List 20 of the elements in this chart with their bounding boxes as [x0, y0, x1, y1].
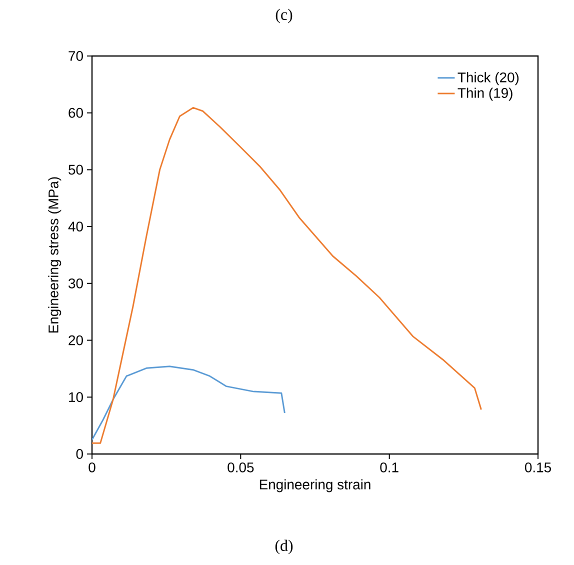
y-tick-label: 60 [68, 108, 83, 118]
x-tick-label: 0.15 [524, 462, 551, 472]
legend-label: Thin (19) [458, 88, 512, 101]
x-tick-label: 0.1 [380, 462, 398, 472]
y-tick-label: 10 [69, 392, 83, 402]
legend-label: Thick (20) [458, 72, 519, 86]
line-series [92, 366, 286, 441]
text: (d) [275, 540, 293, 554]
y-tick-label: 50 [68, 164, 83, 175]
y-tick-label: 70 [68, 51, 83, 61]
y-tick-label: 20 [68, 335, 83, 346]
x-tick-label: 0.05 [228, 462, 254, 472]
y-tick-label: 30 [68, 278, 83, 288]
chart-title: (c) [276, 8, 292, 24]
x-axis-title: Engineering strain [260, 479, 370, 492]
line-series [92, 106, 482, 444]
y-tick-label: 0 [76, 449, 83, 459]
y-axis-title: Engineering stress (MPa) [48, 177, 62, 333]
x-tick-label: 0 [88, 462, 96, 472]
y-tick-label: 40 [68, 222, 83, 232]
